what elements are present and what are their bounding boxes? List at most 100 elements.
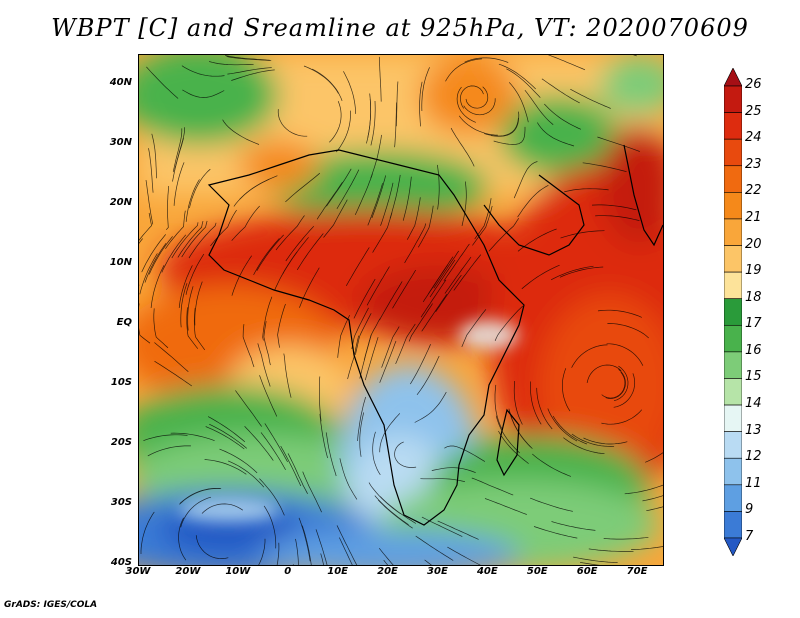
streamline <box>429 259 456 298</box>
streamline <box>336 169 360 209</box>
streamline <box>210 209 237 247</box>
streamline <box>285 225 315 262</box>
streamline <box>606 343 644 366</box>
streamline <box>394 102 397 148</box>
streamline <box>366 266 390 306</box>
streamline <box>377 499 413 529</box>
streamline <box>389 174 401 219</box>
streamline <box>316 182 343 220</box>
streamline <box>579 561 601 565</box>
lon-tick-label: 50E <box>526 566 548 577</box>
streamline <box>172 128 183 173</box>
streamline <box>319 413 328 459</box>
streamline <box>392 269 417 309</box>
streamline <box>551 521 596 531</box>
colorbar-swatch <box>724 404 742 432</box>
streamline <box>415 535 454 561</box>
lon-tick-label: 30W <box>125 566 151 577</box>
streamline <box>259 478 285 516</box>
streamline <box>299 267 320 308</box>
streamline <box>642 495 663 502</box>
streamline <box>177 221 204 258</box>
streamline <box>325 432 337 477</box>
streamline <box>222 119 260 145</box>
streamline <box>378 56 382 102</box>
colorbar-label: 25 <box>745 103 762 119</box>
colorbar-swatch <box>724 511 742 539</box>
streamline <box>463 98 496 116</box>
streamline <box>421 294 448 332</box>
streamline <box>453 254 482 291</box>
wbpt-map <box>139 55 663 565</box>
streamline <box>181 220 208 258</box>
streamline <box>295 538 299 565</box>
streamline <box>319 376 322 422</box>
streamline <box>613 365 629 402</box>
coastline <box>207 149 525 526</box>
streamline <box>182 89 225 98</box>
streamline <box>336 525 358 565</box>
streamline <box>141 234 166 273</box>
streamline <box>263 505 277 549</box>
colorbar-swatch <box>724 324 742 353</box>
colorbar-swatch <box>724 351 742 379</box>
lat-tick-label: 40S <box>110 557 132 568</box>
streamline <box>263 321 271 366</box>
streamline <box>367 183 383 226</box>
lat-tick-label: EQ <box>116 317 132 328</box>
streamline <box>595 215 640 222</box>
streamline <box>421 516 463 537</box>
colorbar-swatch <box>724 85 742 113</box>
streamline <box>353 278 376 319</box>
streamline <box>139 303 151 344</box>
lon-tick-label: 10E <box>327 566 348 577</box>
streamline <box>544 103 582 130</box>
streamline <box>372 431 381 475</box>
streamline <box>195 535 229 559</box>
lon-tick-label: 30E <box>427 566 448 577</box>
streamline <box>494 305 524 341</box>
streamline <box>631 546 663 550</box>
streamline <box>414 391 447 423</box>
lon-tick-label: 20W <box>175 566 201 577</box>
colorbar-label: 12 <box>745 449 762 465</box>
streamline <box>148 236 173 275</box>
streamline <box>408 303 433 342</box>
streamlines <box>139 55 663 565</box>
streamline <box>582 162 627 173</box>
map-panel[interactable] <box>138 54 664 566</box>
colorbar-swatch <box>724 165 742 193</box>
streamline <box>433 250 459 289</box>
streamline <box>550 265 594 281</box>
streamline <box>301 525 312 565</box>
streamline <box>378 547 394 565</box>
colorbar-label: 18 <box>745 289 762 305</box>
streamline <box>315 529 328 565</box>
streamline <box>179 488 220 505</box>
streamline <box>277 303 286 348</box>
colorbar-label: 7 <box>745 529 754 544</box>
streamline <box>257 343 271 387</box>
streamline <box>471 477 514 496</box>
colorbar-swatch <box>724 218 742 246</box>
streamline <box>493 126 526 145</box>
streamline <box>347 335 360 380</box>
streamline <box>178 265 193 308</box>
streamline <box>586 364 622 383</box>
streamline <box>253 238 280 275</box>
streamline <box>233 178 270 207</box>
streamline <box>396 81 399 127</box>
streamline <box>336 110 351 153</box>
colorbar-label: 11 <box>745 475 762 491</box>
streamline <box>298 517 311 562</box>
colorbar-top-arrow <box>724 68 742 87</box>
streamline <box>287 453 308 494</box>
colorbar-label: 15 <box>745 369 762 385</box>
colorbar-swatch <box>724 431 742 459</box>
streamline <box>529 497 573 512</box>
streamline <box>447 546 481 565</box>
streamline <box>494 384 503 429</box>
streamline <box>443 243 470 282</box>
streamline <box>145 180 154 225</box>
streamline <box>591 204 637 211</box>
